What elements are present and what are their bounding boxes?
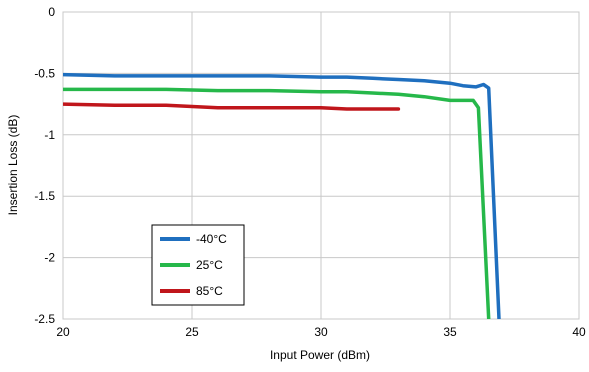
x-tick-label: 40 [572, 325, 586, 339]
y-tick-label: 0 [48, 5, 55, 19]
y-tick-label: -0.5 [34, 66, 55, 80]
legend-label: 85°C [196, 284, 223, 298]
y-tick-label: -1.5 [34, 189, 55, 203]
x-axis-title: Input Power (dBm) [270, 348, 370, 362]
y-tick-label: -2.5 [34, 312, 55, 326]
y-tick-label: -1 [44, 128, 55, 142]
y-axis-title: Insertion Loss (dB) [6, 115, 20, 216]
tick-layer: 0 -0.5 -1 -1.5 -2 -2.520 25 30 35 40 [34, 5, 586, 339]
y-tick-label: -2 [44, 251, 55, 265]
grid-layer [62, 11, 580, 320]
legend-label: 25°C [196, 258, 223, 272]
x-tick-label: 25 [185, 325, 199, 339]
legend: -40°C 25°C 85°C [151, 224, 245, 306]
x-tick-label: 20 [56, 325, 70, 339]
plot-area-border [62, 11, 580, 320]
series-line [63, 87, 491, 319]
series-layer [63, 72, 501, 319]
x-tick-label: 30 [314, 325, 328, 339]
series-line [63, 72, 501, 319]
legend-label: -40°C [196, 232, 227, 246]
series-line [63, 102, 401, 111]
x-tick-label: 35 [443, 325, 457, 339]
